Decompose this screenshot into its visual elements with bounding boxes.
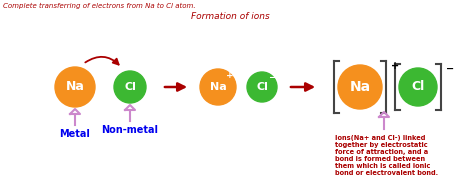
Circle shape <box>114 71 146 103</box>
Circle shape <box>247 72 277 102</box>
Text: +: + <box>391 61 399 71</box>
Circle shape <box>399 68 437 106</box>
Text: Cl: Cl <box>256 82 268 92</box>
Text: Na: Na <box>349 80 371 94</box>
Text: Ions(Na+ and Cl-) linked
together by electrostatic
force of attraction, and a
bo: Ions(Na+ and Cl-) linked together by ele… <box>335 135 438 175</box>
Text: Complete transferring of electrons from Na to Cl atom.: Complete transferring of electrons from … <box>3 3 196 9</box>
Text: Cl: Cl <box>124 82 136 92</box>
Circle shape <box>200 69 236 105</box>
Text: Na: Na <box>65 80 84 93</box>
Text: Na: Na <box>210 82 227 92</box>
Text: +: + <box>226 71 234 80</box>
Text: Non-metal: Non-metal <box>101 125 158 135</box>
Text: Formation of ions: Formation of ions <box>191 12 269 21</box>
Text: Cl: Cl <box>411 80 425 93</box>
Text: −: − <box>446 64 454 74</box>
Text: −: − <box>268 73 275 82</box>
Text: Metal: Metal <box>60 129 91 139</box>
Circle shape <box>55 67 95 107</box>
Circle shape <box>338 65 382 109</box>
